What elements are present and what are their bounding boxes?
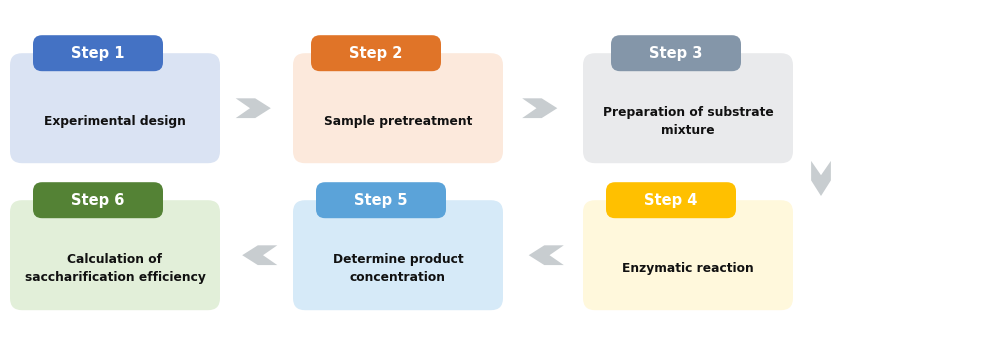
FancyBboxPatch shape — [33, 35, 163, 71]
Text: Enzymatic reaction: Enzymatic reaction — [621, 262, 753, 275]
Text: Sample pretreatment: Sample pretreatment — [323, 115, 472, 128]
FancyBboxPatch shape — [10, 53, 220, 163]
Polygon shape — [242, 245, 277, 265]
Text: Step 5: Step 5 — [354, 193, 408, 208]
FancyBboxPatch shape — [316, 182, 445, 218]
Polygon shape — [236, 98, 270, 118]
FancyBboxPatch shape — [605, 182, 736, 218]
FancyBboxPatch shape — [33, 182, 163, 218]
Text: Preparation of substrate
mixture: Preparation of substrate mixture — [602, 106, 772, 137]
Polygon shape — [522, 98, 557, 118]
Text: Step 2: Step 2 — [349, 46, 403, 61]
Text: Calculation of
saccharification efficiency: Calculation of saccharification efficien… — [25, 253, 205, 284]
Text: Step 3: Step 3 — [649, 46, 702, 61]
Text: Step 1: Step 1 — [72, 46, 124, 61]
FancyBboxPatch shape — [10, 200, 220, 310]
Text: Step 4: Step 4 — [644, 193, 697, 208]
FancyBboxPatch shape — [610, 35, 741, 71]
Text: Step 6: Step 6 — [72, 193, 124, 208]
Text: Experimental design: Experimental design — [44, 115, 186, 128]
Polygon shape — [528, 245, 564, 265]
FancyBboxPatch shape — [311, 35, 440, 71]
FancyBboxPatch shape — [582, 200, 792, 310]
FancyBboxPatch shape — [582, 53, 792, 163]
Text: Determine product
concentration: Determine product concentration — [332, 253, 463, 284]
FancyBboxPatch shape — [292, 53, 503, 163]
FancyBboxPatch shape — [292, 200, 503, 310]
Polygon shape — [810, 161, 830, 196]
